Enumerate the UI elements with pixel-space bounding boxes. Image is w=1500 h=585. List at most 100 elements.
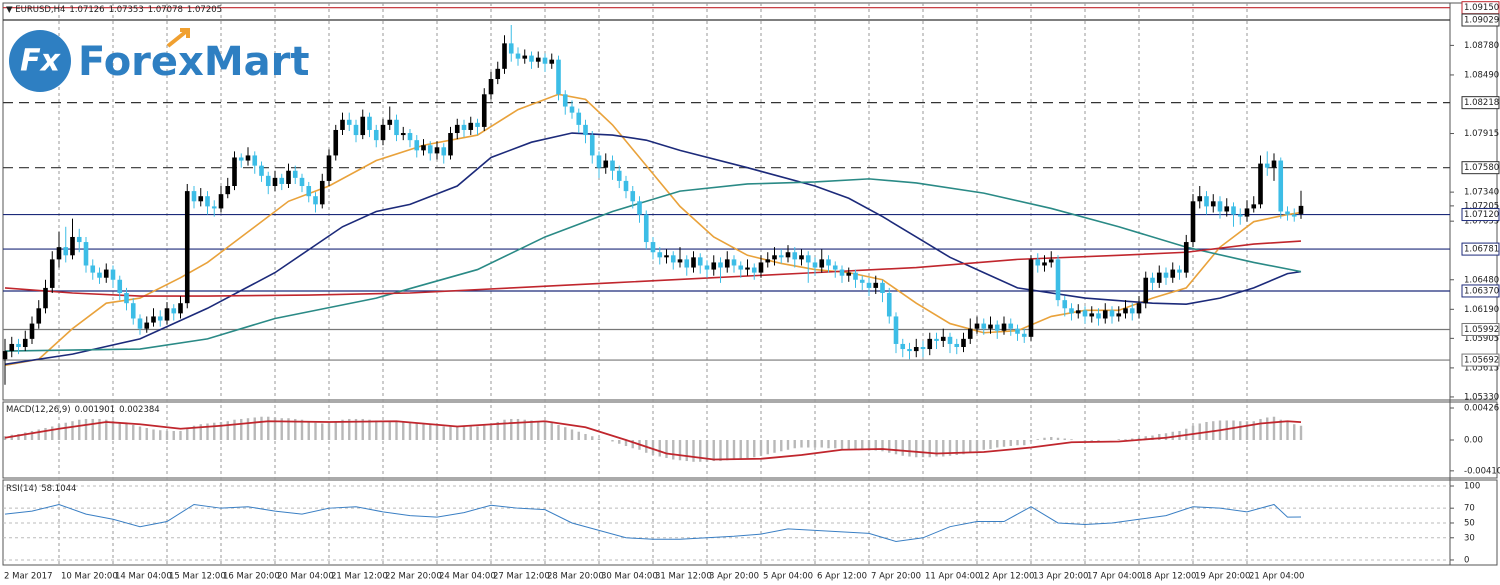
candle-body <box>785 252 791 258</box>
candle-body <box>873 282 879 288</box>
candle-body <box>502 43 507 69</box>
candle-body <box>1096 313 1101 319</box>
histogram-bar <box>921 440 925 458</box>
candle-body <box>812 262 818 268</box>
x-tick-label: 30 Mar 04:00 <box>601 572 658 582</box>
candle-body <box>697 257 703 266</box>
level-label-box <box>1461 353 1500 367</box>
histogram-bar <box>132 424 135 440</box>
candle-body <box>83 242 89 266</box>
candle-body <box>839 269 845 276</box>
signal-line <box>4 420 1302 461</box>
y-tick-label: 1.05330 <box>1464 392 1499 402</box>
x-tick-label: 28 Mar 20:00 <box>547 572 604 582</box>
level-label-box <box>1461 161 1500 175</box>
candle-body <box>1015 328 1020 334</box>
candle-body <box>724 259 730 268</box>
histogram-bar <box>982 440 985 450</box>
histogram-bar <box>1036 439 1039 440</box>
logo-badge <box>9 30 71 92</box>
histogram-bar <box>240 418 243 440</box>
histogram-bar <box>577 431 580 440</box>
histogram-bar <box>1137 437 1141 440</box>
candle-body <box>664 255 669 258</box>
candle-body <box>920 347 926 350</box>
histogram-bar <box>219 421 223 440</box>
histogram-bar <box>935 440 938 457</box>
histogram-bar <box>867 440 871 451</box>
histogram-bar <box>786 440 790 450</box>
histogram-bar <box>550 422 553 440</box>
candle-body <box>927 338 933 350</box>
y-tick-label: -0.004108 <box>1464 466 1500 476</box>
candle-body <box>353 124 359 136</box>
candle-body <box>481 94 487 127</box>
candle-body <box>610 160 615 171</box>
histogram-bar <box>1144 436 1147 440</box>
level-label: 1.08218 <box>1464 98 1499 108</box>
histogram-bar <box>17 433 20 440</box>
candle-body <box>1123 308 1128 314</box>
level-label: 1.09150 <box>1464 3 1499 13</box>
histogram-bar <box>618 440 621 444</box>
candle-body <box>36 308 42 324</box>
candle-body <box>117 279 123 294</box>
candle-body <box>340 119 345 130</box>
level-label-box <box>1461 208 1500 222</box>
histogram-bar <box>827 440 830 449</box>
candle-body <box>745 267 750 270</box>
histogram-bar <box>894 440 898 455</box>
rsi-line <box>4 503 1302 542</box>
histogram-bar <box>658 440 661 457</box>
candle-body <box>488 79 494 95</box>
histogram-bar <box>368 419 371 440</box>
candle-body <box>974 323 980 329</box>
candle-body <box>994 324 1000 331</box>
x-tick-label: 22 Mar 20:00 <box>385 572 442 582</box>
candle-body <box>43 287 48 309</box>
candle-body <box>778 255 784 258</box>
candle-body <box>670 255 676 263</box>
candle-body <box>542 57 548 64</box>
candle-body <box>1008 323 1014 329</box>
candle-body <box>103 269 109 278</box>
histogram-bar <box>537 421 540 440</box>
histogram-bar <box>341 419 344 440</box>
candle-body <box>1163 272 1169 278</box>
histogram-bar <box>179 430 182 440</box>
histogram-bar <box>813 440 817 448</box>
y-tick-label: 0.00 <box>1464 436 1483 446</box>
candle-body <box>657 252 663 258</box>
histogram-bar <box>746 440 749 459</box>
candle-body <box>583 124 588 136</box>
x-tick-label: 18 Apr 12:00 <box>1141 572 1196 582</box>
panel-frame <box>2 401 1498 479</box>
candle-body <box>232 157 237 187</box>
candle-body <box>164 308 170 321</box>
candle-body <box>1251 204 1257 209</box>
histogram-bar <box>1299 425 1303 440</box>
histogram-bar <box>462 426 466 440</box>
candle-body <box>151 316 156 323</box>
candle-body <box>529 55 534 62</box>
y-tick-label: 1.06190 <box>1464 305 1499 315</box>
candle-body <box>1048 259 1054 263</box>
candle-body <box>1062 300 1068 309</box>
candle-body <box>637 201 642 215</box>
histogram-bar <box>84 418 88 440</box>
candle-body <box>49 259 55 288</box>
histogram-bar <box>206 423 209 440</box>
candle-body <box>616 170 622 181</box>
candle-body <box>826 259 831 266</box>
candle-body <box>360 116 366 136</box>
histogram-bar <box>138 426 142 440</box>
histogram-bar <box>1191 425 1195 440</box>
histogram-bar <box>989 440 992 450</box>
histogram-bar <box>759 440 763 456</box>
candle-body <box>549 59 555 64</box>
x-tick-label: 6 Apr 12:00 <box>817 572 867 582</box>
rsi-title: RSI(14) <box>6 484 37 494</box>
histogram-bar <box>523 419 526 440</box>
